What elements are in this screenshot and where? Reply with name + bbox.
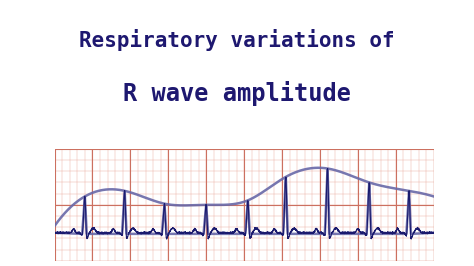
Text: Respiratory variations of: Respiratory variations of <box>79 29 395 51</box>
Text: R wave amplitude: R wave amplitude <box>123 81 351 106</box>
